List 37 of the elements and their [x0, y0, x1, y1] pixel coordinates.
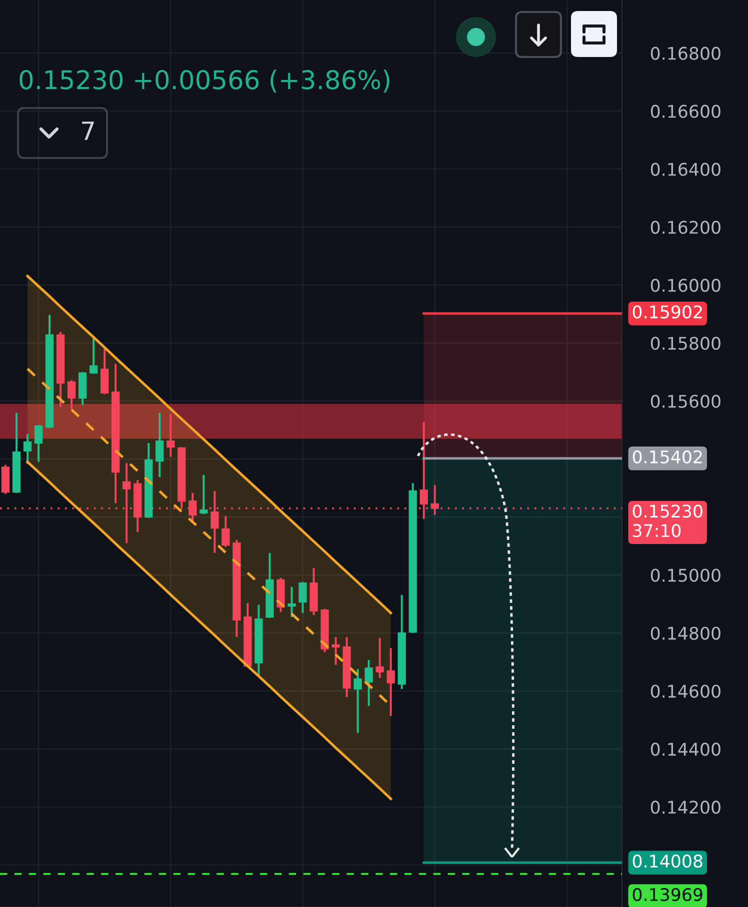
annotation: 7 [82, 122, 94, 140]
candlestick [288, 586, 296, 618]
candlestick [354, 668, 362, 734]
y-tick-label: 0.16600 [650, 104, 720, 118]
candlestick [298, 580, 307, 614]
y-tick-label: 0.14200 [650, 800, 720, 814]
candlestick [222, 515, 230, 548]
candlestick [89, 337, 98, 375]
candlestick [156, 412, 164, 478]
candlestick [100, 346, 109, 396]
candlestick [386, 647, 395, 717]
y-tick-label: 0.16000 [650, 278, 720, 292]
candlestick [332, 636, 340, 666]
line-series [26, 460, 392, 800]
y-tick-label: 0.14800 [650, 626, 720, 640]
candlestick [200, 474, 208, 516]
y-tick-label: 0.15800 [650, 336, 720, 350]
y-tick-label: 0.14600 [650, 684, 720, 698]
y-tick-label: 0.16400 [650, 162, 720, 176]
candlestick [34, 424, 43, 463]
text: 0.15230 +0.00566 (+3.86%) [20, 70, 390, 92]
candlestick [364, 658, 373, 708]
candlestick [67, 379, 76, 410]
data-label: 0.15402 [632, 450, 702, 464]
line-series [26, 274, 392, 614]
data-label: 0.14008 [632, 854, 702, 868]
data-label: 0.15902 [632, 305, 702, 318]
y-tick-label: 0.15600 [650, 394, 720, 408]
y-tick-label: 0.15000 [650, 568, 720, 582]
y-tick-label: 0.16800 [650, 46, 720, 60]
ref-line-label: 0.15230 37:10 [632, 504, 702, 538]
candlestick [166, 413, 175, 458]
candlestick [376, 636, 384, 679]
candlestick [23, 433, 32, 465]
y-tick-label: 0.14400 [650, 742, 720, 756]
y-tick-label: 0.16200 [650, 220, 720, 234]
ref-line-label: 0.13969 [632, 888, 702, 902]
